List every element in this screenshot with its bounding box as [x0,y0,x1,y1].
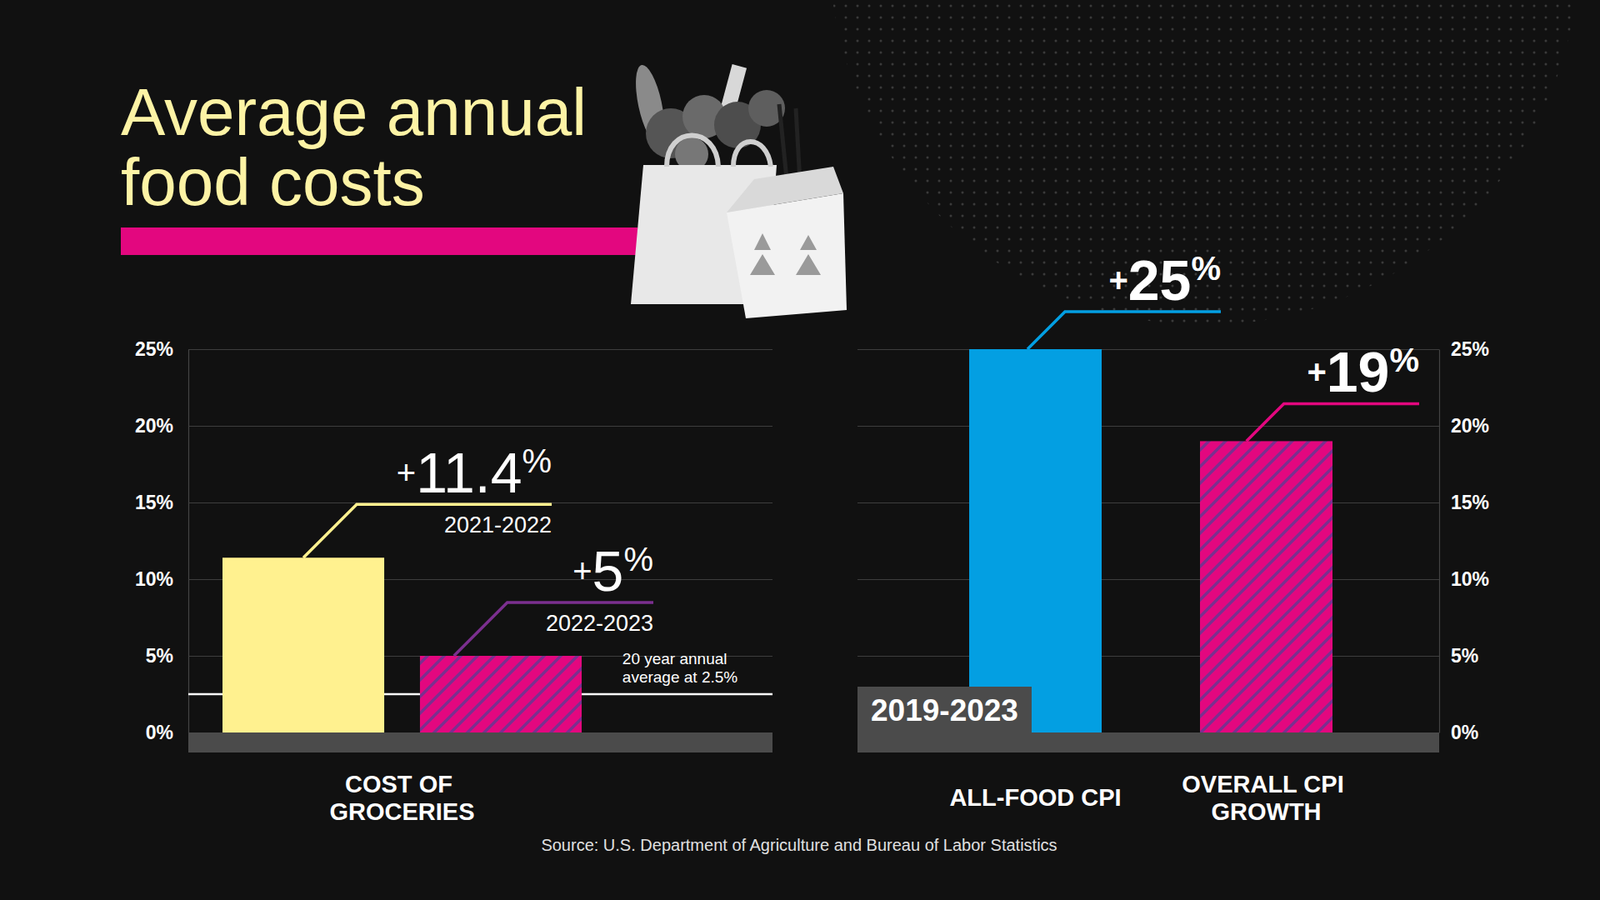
x-axis: COST OF GROCERIES [329,770,475,825]
bar [1200,440,1333,733]
data-label: +5% [572,539,654,603]
takeout-box [726,193,847,319]
tick-label: 15% [135,491,174,514]
leader-line [454,602,654,656]
takeout-print [750,233,821,275]
tick: 5% [857,645,1479,667]
tick-label: 15% [1450,491,1490,514]
tick: 15% [857,491,1490,514]
text-line: Average annual [120,75,605,150]
grid-line [188,349,773,350]
tick: ALL-FOOD CPI [949,784,1121,811]
source: Source: U.S. Department of Agriculture a… [540,835,1057,855]
label-suffix: % [521,442,552,480]
text-line: average at 2.5% [622,668,738,686]
data-label: +11.4% [396,440,552,505]
subtitle: 2019-2023 [870,693,1019,728]
plot-area [188,557,773,733]
grid-line [188,425,773,427]
period-label: 2022-2023 [545,610,654,636]
title: Average annual food costs [120,75,605,220]
tick-label: 5% [145,645,174,667]
label-prefix: + [1108,261,1128,299]
axis-base [188,732,773,753]
tick-label: 10% [1450,568,1490,590]
leader-line [1027,311,1221,350]
tick-label: 0% [145,721,174,744]
leader-line [1246,403,1420,441]
y-axis: 0% 5% 10% 15% 20% 25% [857,338,1490,744]
grid-line [857,425,1440,427]
tick-label: 10% [135,568,174,590]
label-suffix: % [1190,250,1221,287]
tick: 25% [135,338,773,360]
tick-label: 5% [1450,645,1479,667]
axis-base [857,732,1440,753]
grid-line [857,579,1440,580]
text-line: OVERALL CPI [1181,770,1351,798]
grid-line [857,502,1440,504]
category-label: ALL-FOOD CPI [949,784,1121,811]
tick-label: 25% [1450,338,1490,360]
bag-handle [666,135,771,168]
bar [969,349,1102,733]
bar-chart: 0% 5% 10% 15% 20% 25% 20 year annual average a… [135,338,773,825]
label-number: 5 [592,539,625,603]
period-label: 2021-2022 [444,512,552,538]
takeout-flap [726,166,844,213]
category-label: COST OF GROCERIES [329,770,475,825]
data-label: +25% [1108,248,1221,312]
tick: 10% [857,568,1490,590]
bar [420,655,582,733]
tick-label: 25% [135,338,174,360]
category-label: OVERALL CPI GROWTH [1181,770,1351,825]
chart-svg: Average annual food costs Source: U.S. De… [0,0,1600,900]
axis-line [188,350,190,734]
label-prefix: + [1306,353,1326,390]
label-number: 11.4 [415,440,522,505]
title-bar [120,227,638,255]
chart-container: Average annual food costs Source: U.S. De… [0,0,1600,900]
text-line: food costs [120,145,425,220]
dot-decoration [829,0,1580,325]
label-number: 25 [1128,248,1192,312]
y-axis: 0% 5% 10% 15% 20% 25% [135,338,773,744]
x-axis: ALL-FOOD CPI OVERALL CPI GROWTH [949,770,1350,825]
tick-label: 20% [1450,415,1490,437]
tick-label: 0% [1450,721,1479,744]
label-suffix: % [1389,341,1420,379]
tick: 20% [135,415,773,437]
subtitle-bg [857,686,1032,733]
subtitle-box: 2019-2023 [857,686,1032,733]
grid-line [857,655,1440,657]
label-prefix: + [572,552,592,590]
bar [222,557,385,733]
text-line: GROWTH [1210,798,1321,825]
text-line: COST OF [345,770,460,798]
bar-chart: 0% 5% 10% 15% 20% 25% ALL-FOOD CPI OVERALL CPI … [857,248,1490,825]
text-line: 20 year annual [622,650,732,668]
tick: COST OF GROCERIES [329,770,475,825]
data-label: +19% [1306,340,1420,404]
text-line: ALL-FOOD CPI [949,784,1121,811]
text-line: GROCERIES [329,798,475,825]
tick-label: 20% [135,415,174,437]
label-prefix: + [396,454,416,491]
leader-line [303,504,552,558]
annotation: 20 year annual average at 2.5% [622,650,738,686]
label-suffix: % [623,540,654,578]
tick: 20% [857,415,1490,437]
label-number: 19 [1326,340,1390,404]
axis-line [1439,350,1440,734]
grocery-illustration [630,62,847,319]
plot-area [969,349,1333,733]
tick: OVERALL CPI GROWTH [1181,770,1351,825]
